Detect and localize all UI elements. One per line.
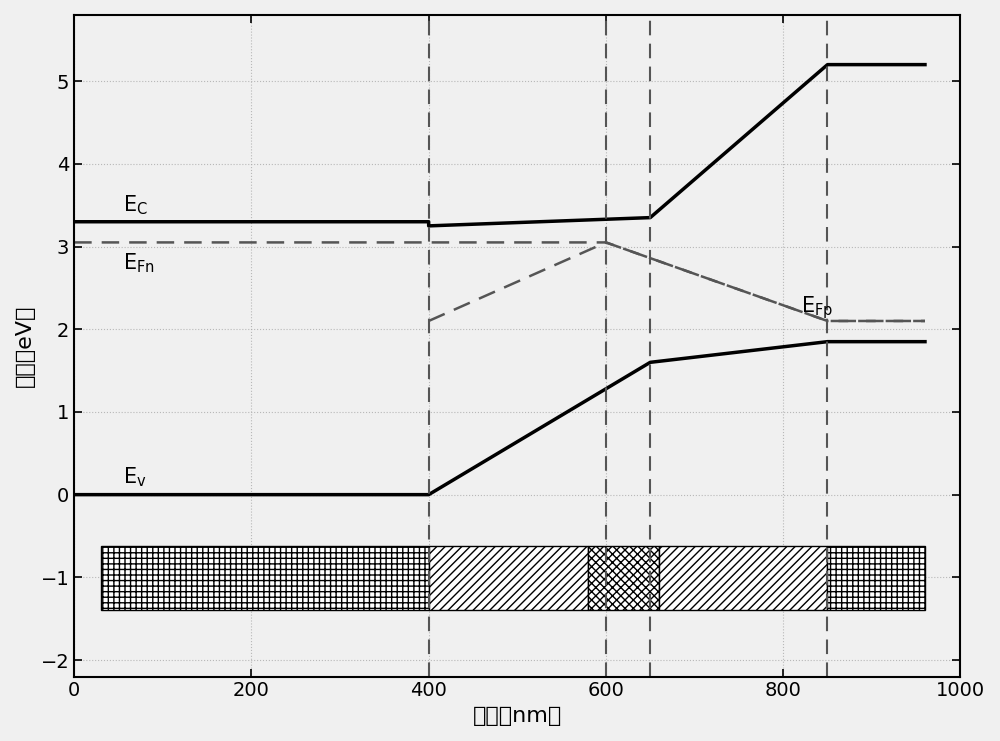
Text: $\mathrm{E_C}$: $\mathrm{E_C}$ bbox=[123, 194, 148, 217]
Bar bbox=[659, 546, 827, 611]
X-axis label: 距离（nm）: 距离（nm） bbox=[473, 706, 562, 726]
Text: $\mathrm{E_{Fn}}$: $\mathrm{E_{Fn}}$ bbox=[123, 252, 155, 276]
Text: $\mathrm{E_{Fp}}$: $\mathrm{E_{Fp}}$ bbox=[801, 294, 833, 322]
Bar bbox=[101, 546, 429, 611]
Bar bbox=[588, 546, 659, 611]
Bar bbox=[827, 546, 925, 611]
Bar bbox=[429, 546, 588, 611]
Y-axis label: 能量（eV）: 能量（eV） bbox=[15, 305, 35, 387]
Text: $\mathrm{E_v}$: $\mathrm{E_v}$ bbox=[123, 466, 147, 490]
